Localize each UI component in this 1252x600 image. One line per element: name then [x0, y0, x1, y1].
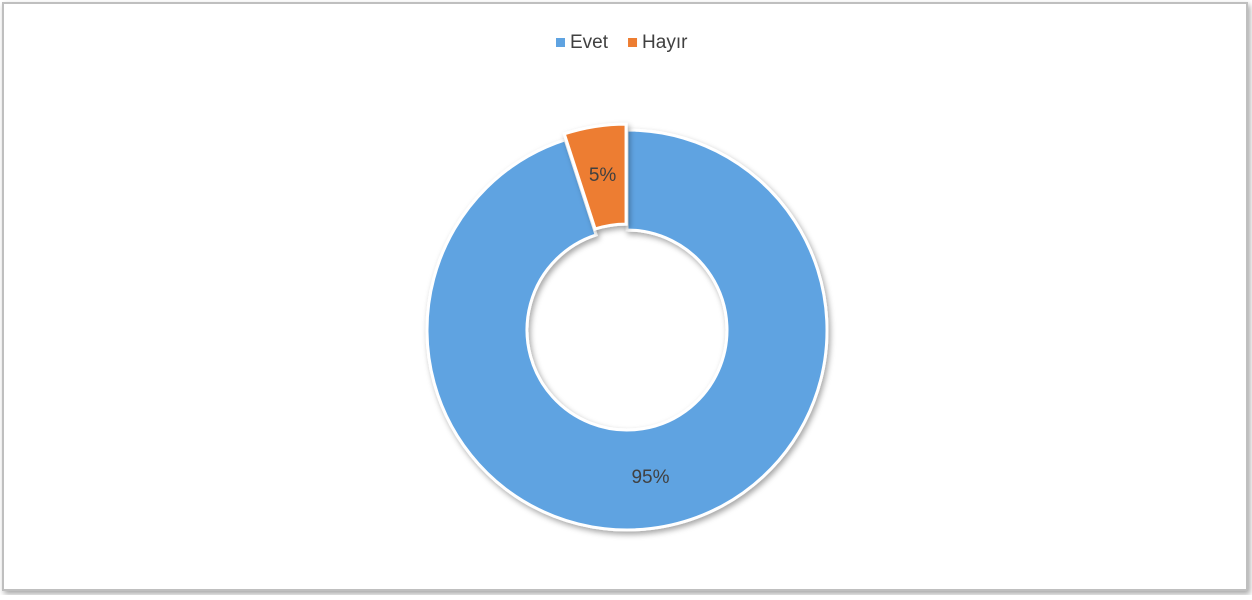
- legend-label: Hayır: [642, 32, 688, 53]
- legend-marker: [556, 38, 565, 47]
- data-label: 5%: [589, 165, 617, 186]
- legend-label: Evet: [570, 32, 609, 53]
- donut-slice: [562, 122, 628, 231]
- legend: Evet Hayır: [556, 32, 688, 53]
- donut-slice: [425, 128, 829, 532]
- plot-area: 95% 5%: [425, 122, 829, 532]
- legend-marker: [628, 38, 638, 47]
- data-label: 95%: [631, 467, 669, 488]
